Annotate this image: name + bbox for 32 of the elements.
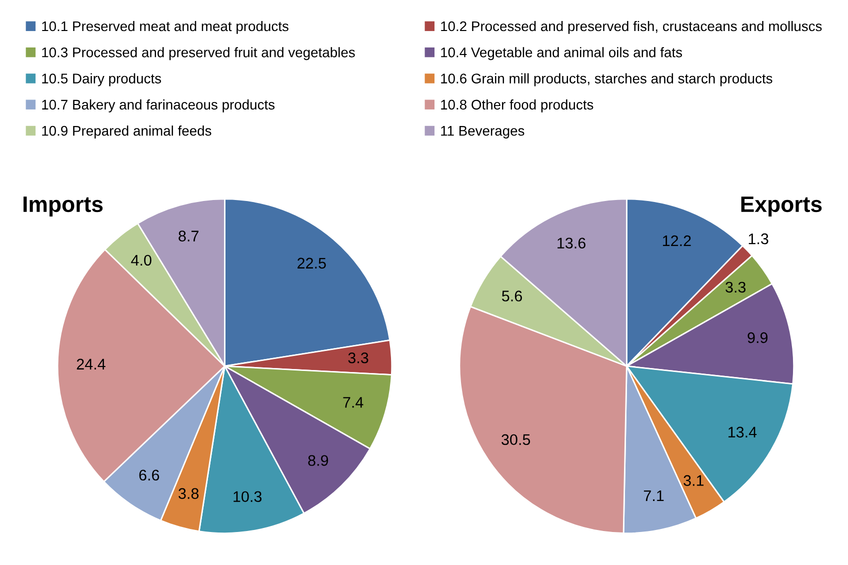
legend-label: 10.2 Processed and preserved fish, crustaceans and molluscs <box>441 20 822 34</box>
data-label: 9.9 <box>748 332 768 344</box>
data-label: 3.3 <box>726 282 746 293</box>
data-label: 8.7 <box>178 230 198 242</box>
legend-label: 10.6 Grain mill products, starches and starch products <box>441 73 772 86</box>
legend-label: 10.4 Vegetable and animal oils and fats <box>441 47 682 60</box>
data-label: 7.1 <box>644 490 664 502</box>
data-label: 3.1 <box>684 475 704 486</box>
data-label: 3.8 <box>178 488 199 499</box>
legend-label: 10.5 Dairy products <box>42 73 162 86</box>
legend-label: 10.3 Processed and preserved fruit and vegetables <box>42 47 355 60</box>
data-label: 4.0 <box>131 254 152 266</box>
data-label: 8.9 <box>308 455 328 466</box>
chart-title: Exports <box>741 196 822 216</box>
legend-label: 10.7 Bakery and farinaceous products <box>42 99 275 112</box>
data-label: 13.6 <box>558 238 586 249</box>
legend-label: 10.1 Preserved meat and meat products <box>42 20 288 34</box>
legend-label: 10.9 Prepared animal feeds <box>42 126 212 138</box>
data-label: 5.6 <box>502 290 522 302</box>
data-label: 22.5 <box>298 258 326 269</box>
data-label: 24.4 <box>76 358 106 370</box>
data-label: 30.5 <box>502 434 530 446</box>
legend-label: 10.8 Other food products <box>441 99 594 112</box>
data-label: 10.3 <box>234 491 262 502</box>
data-label: 6.6 <box>139 470 160 481</box>
text: Imports <box>24 196 103 216</box>
data-label: 12.2 <box>662 235 691 246</box>
data-label: 7.4 <box>343 397 364 408</box>
legend-label: 11 Beverages <box>441 126 524 138</box>
data-label: 3.3 <box>348 352 368 364</box>
data-label: 13.4 <box>728 426 757 438</box>
data-label: 1.3 <box>748 233 768 244</box>
